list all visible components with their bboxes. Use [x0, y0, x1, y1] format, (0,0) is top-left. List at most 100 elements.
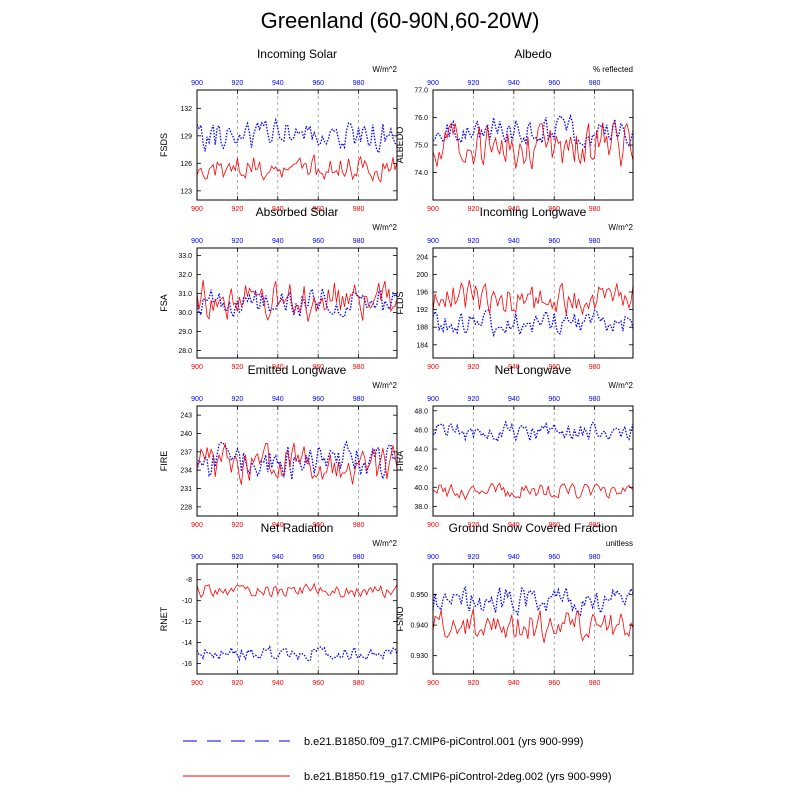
figure-title: Greenland (60-90N,60-20W) [260, 8, 540, 33]
units-label: W/m^2 [608, 223, 633, 232]
x-tick-label-top: 960 [548, 554, 560, 561]
series-line-blue [196, 440, 398, 481]
panel-title: Net Radiation [261, 521, 334, 535]
series-line-red [432, 608, 634, 643]
x-tick-label-bottom: 960 [312, 522, 324, 529]
x-tick-label-top: 940 [272, 238, 284, 245]
x-tick-label-bottom: 980 [353, 522, 365, 529]
series-line-blue [432, 113, 634, 149]
y-axis-label: ALBEDO [395, 127, 405, 164]
plot-frame [196, 247, 398, 359]
y-tick-label: 46.0 [414, 427, 428, 434]
y-tick-label: 0.930 [410, 653, 428, 660]
units-label: W/m^2 [372, 223, 397, 232]
panel-title: Albedo [514, 47, 552, 61]
series-line-blue [432, 420, 634, 443]
series-line-blue [432, 309, 634, 338]
x-tick-label-bottom: 980 [353, 680, 365, 687]
x-tick-label-top: 940 [508, 238, 520, 245]
x-tick-label-bottom: 900 [427, 206, 439, 213]
y-tick-label: 32.0 [178, 272, 192, 279]
x-tick-label-top: 940 [508, 396, 520, 403]
units-label: % reflected [593, 65, 633, 74]
y-tick-label: 74.0 [414, 170, 428, 177]
series-line-red [432, 482, 634, 501]
panel-fira: Net Longwave W/m^2 FIRA 900 900 920 920 940 940 9… [395, 363, 634, 529]
x-tick-label-bottom: 900 [427, 364, 439, 371]
x-tick-label-top: 960 [548, 396, 560, 403]
x-tick-label-bottom: 920 [468, 206, 480, 213]
x-tick-label-top: 920 [232, 554, 244, 561]
x-tick-label-bottom: 920 [468, 522, 480, 529]
panel-albedo: Albedo % reflected ALBEDO 900 900 920 920 940 94… [395, 47, 634, 213]
panel-fire: Emitted Longwave W/m^2 FIRE 900 900 920 920 940… [159, 363, 398, 529]
x-tick-label-top: 960 [548, 238, 560, 245]
y-tick-label: 243 [180, 413, 192, 420]
y-tick-label: -12 [182, 619, 192, 626]
y-tick-label: 188 [416, 325, 428, 332]
plot-frame [196, 563, 398, 675]
x-tick-label-top: 940 [272, 80, 284, 87]
y-tick-label: 33.0 [178, 253, 192, 260]
x-tick-label-bottom: 940 [272, 522, 284, 529]
x-tick-label-bottom: 940 [508, 206, 520, 213]
panel-flds: Incoming Longwave W/m^2 FLDS 900 900 920 920 94… [395, 205, 634, 371]
y-tick-label: 184 [416, 342, 428, 349]
plot-frame [432, 563, 634, 675]
y-tick-label: 200 [416, 272, 428, 279]
series-line-red [432, 280, 634, 316]
y-tick-label: 28.0 [178, 348, 192, 355]
series-line-red [196, 442, 398, 485]
units-label: W/m^2 [372, 539, 397, 548]
x-tick-label-bottom: 940 [272, 364, 284, 371]
x-tick-label-bottom: 980 [353, 364, 365, 371]
panel-title: Incoming Solar [257, 47, 337, 61]
plot-frame [432, 247, 634, 359]
y-tick-label: 29.0 [178, 329, 192, 336]
y-axis-label: RNET [159, 606, 169, 631]
x-tick-label-bottom: 980 [589, 522, 601, 529]
x-tick-label-top: 920 [232, 396, 244, 403]
x-tick-label-top: 980 [589, 554, 601, 561]
series-line-red [196, 154, 398, 183]
y-tick-label: 228 [180, 504, 192, 511]
x-tick-label-bottom: 940 [272, 680, 284, 687]
legend-label-red: b.e21.B1850.f19_g17.CMIP6-piControl-2deg… [304, 771, 612, 783]
y-tick-label: 0.950 [410, 592, 428, 599]
x-tick-label-top: 920 [232, 238, 244, 245]
x-tick-label-top: 980 [589, 396, 601, 403]
x-tick-label-bottom: 920 [232, 206, 244, 213]
y-tick-label: 129 [180, 133, 192, 140]
x-tick-label-top: 940 [272, 396, 284, 403]
x-tick-label-top: 900 [427, 238, 439, 245]
y-tick-label: -16 [182, 661, 192, 668]
x-tick-label-bottom: 960 [312, 206, 324, 213]
y-tick-label: 123 [180, 188, 192, 195]
x-tick-label-top: 900 [191, 396, 203, 403]
x-tick-label-top: 920 [468, 554, 480, 561]
x-tick-label-bottom: 980 [353, 206, 365, 213]
y-tick-label: 204 [416, 254, 428, 261]
panel-title: Emitted Longwave [248, 363, 347, 377]
y-tick-label: 132 [180, 106, 192, 113]
x-tick-label-bottom: 960 [548, 680, 560, 687]
x-tick-label-top: 980 [353, 396, 365, 403]
x-tick-label-bottom: 960 [548, 206, 560, 213]
y-axis-label: FSNO [395, 606, 405, 631]
x-tick-label-bottom: 920 [232, 522, 244, 529]
panel-rnet: Net Radiation W/m^2 RNET 900 900 920 920 940 940… [159, 521, 398, 687]
x-tick-label-bottom: 920 [468, 364, 480, 371]
series-line-red [196, 279, 398, 322]
y-tick-label: 42.0 [414, 466, 428, 473]
y-tick-label: 77.0 [414, 88, 428, 95]
units-label: unitless [606, 539, 633, 548]
x-tick-label-bottom: 960 [312, 364, 324, 371]
x-tick-label-top: 900 [191, 238, 203, 245]
series-line-blue [196, 645, 398, 662]
x-tick-label-bottom: 920 [232, 364, 244, 371]
y-axis-label: FIRE [159, 451, 169, 472]
x-tick-label-top: 900 [191, 80, 203, 87]
series-line-blue [196, 117, 398, 155]
y-tick-label: 0.940 [410, 623, 428, 630]
x-tick-label-bottom: 900 [191, 522, 203, 529]
